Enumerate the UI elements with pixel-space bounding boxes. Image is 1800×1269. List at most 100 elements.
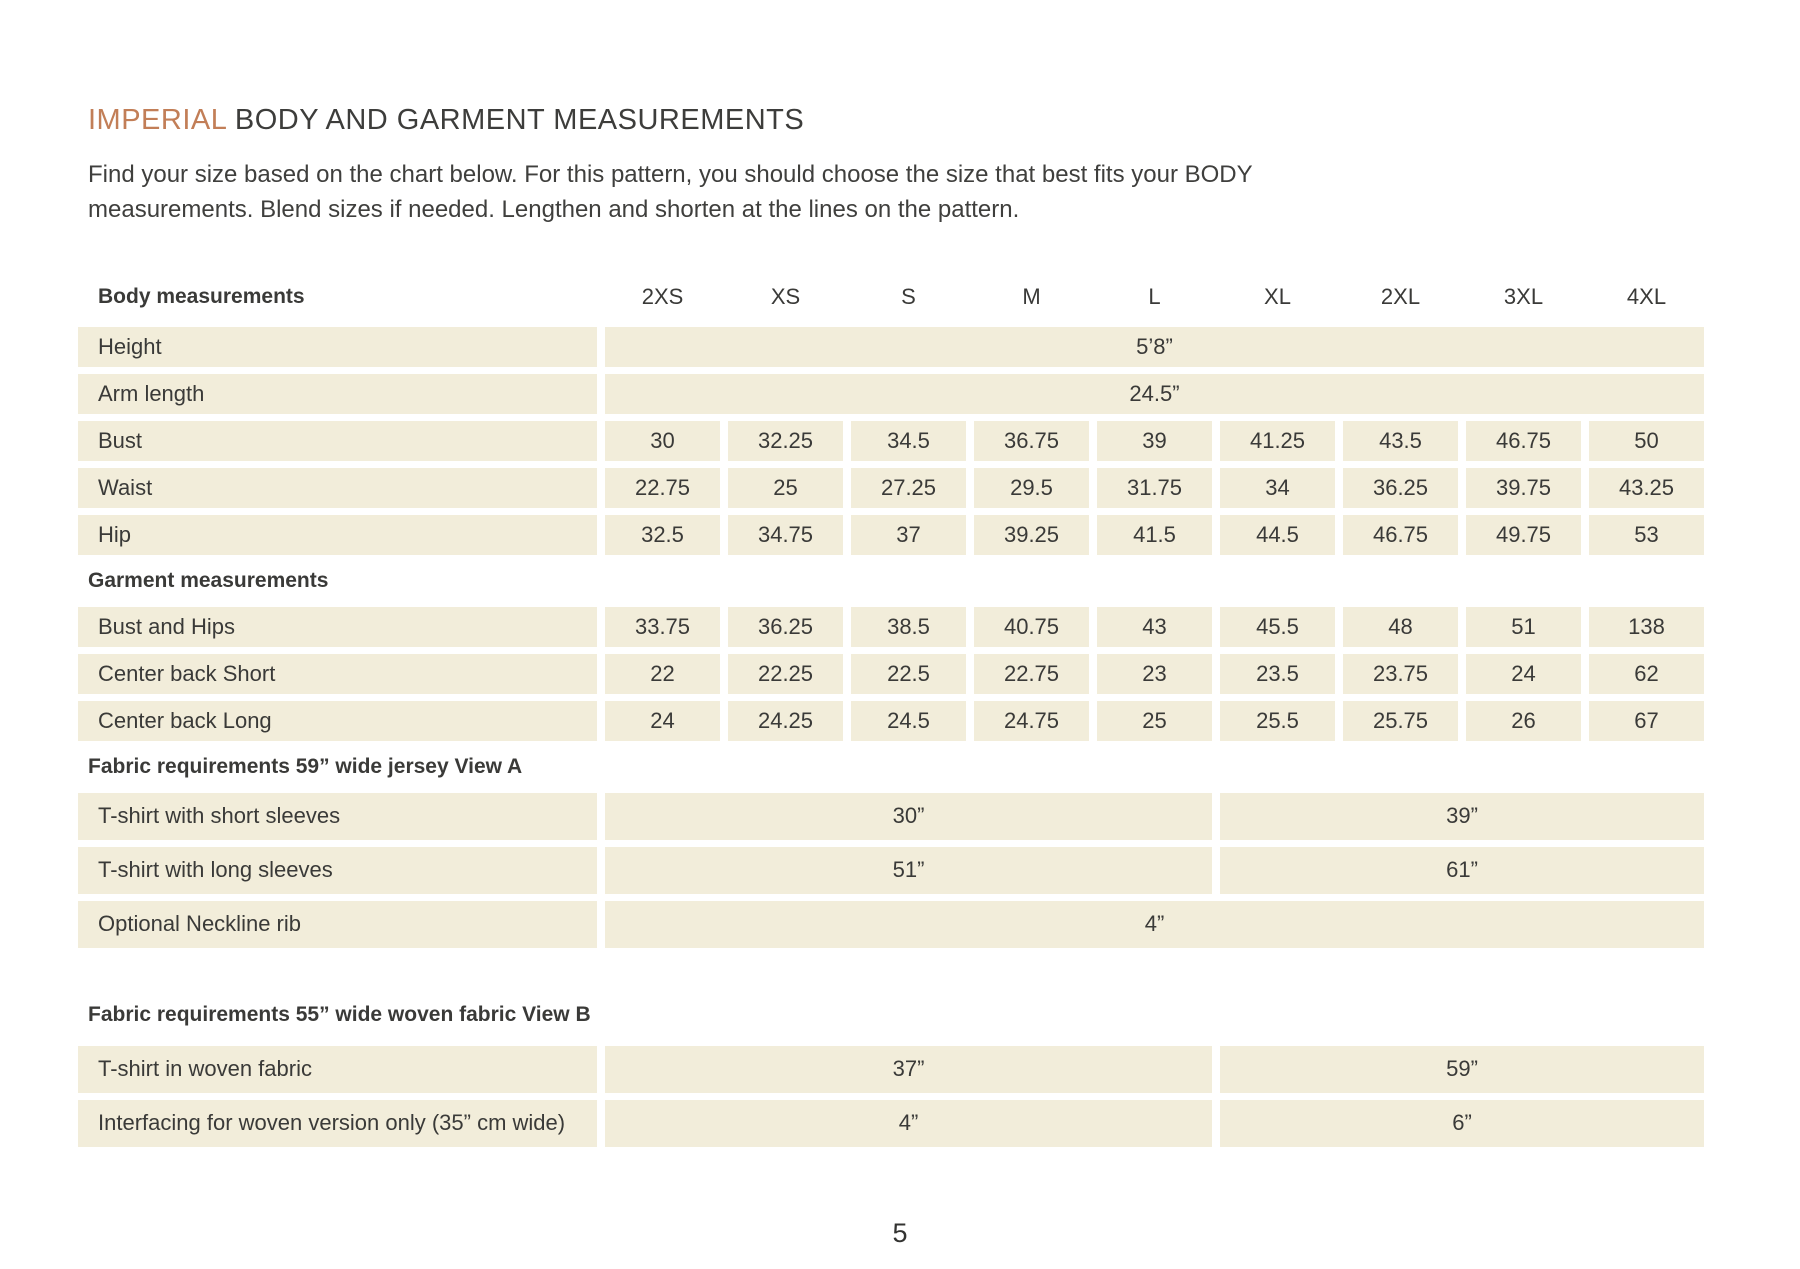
value-cell: 53: [1589, 514, 1704, 555]
table-row: Bust and Hips 33.75 36.25 38.5 40.75 43 45.5 48…: [78, 606, 1706, 647]
row-label: Bust: [78, 420, 597, 461]
value-cell: 24.5: [851, 700, 966, 741]
value-cell: 36.75: [974, 420, 1089, 461]
value-cell-right: 59”: [1220, 1045, 1704, 1093]
value-cell: 34: [1220, 467, 1335, 508]
measurement-table: Body measurements 2XS XS S M L XL 2XL 3XL 4XL He…: [78, 279, 1706, 1147]
value-cell: 24: [605, 700, 720, 741]
value-cell: 22.75: [605, 467, 720, 508]
section-header: Garment measurements: [88, 568, 329, 592]
value-cell-left: 30”: [605, 792, 1212, 840]
value-cell: 32.25: [728, 420, 843, 461]
value-cell: 23: [1097, 653, 1212, 694]
table-row: Optional Neckline rib 4”: [78, 900, 1706, 948]
value-cell: 40.75: [974, 606, 1089, 647]
row-label: Bust and Hips: [78, 606, 597, 647]
page-title: IMPERIAL BODY AND GARMENT MEASUREMENTS: [88, 104, 1706, 137]
value-cell: 27.25: [851, 467, 966, 508]
row-label: T-shirt with short sleeves: [78, 792, 597, 840]
row-label: Interfacing for woven version only (35” …: [78, 1099, 597, 1147]
size-column-header: 4XL: [1626, 283, 1667, 309]
value-cell: 41.5: [1097, 514, 1212, 555]
value-cell: 34.5: [851, 420, 966, 461]
row-label: Center back Short: [78, 653, 597, 694]
value-cell: 22.5: [851, 653, 966, 694]
value-cell: 25.75: [1343, 700, 1458, 741]
table-row: T-shirt with long sleeves 51” 61”: [78, 846, 1706, 894]
value-cell: 36.25: [728, 606, 843, 647]
table-header-label: Body measurements: [98, 284, 305, 308]
value-cell: 23.5: [1220, 653, 1335, 694]
value-cell-right: 61”: [1220, 846, 1704, 894]
size-column-header: M: [1022, 283, 1041, 309]
row-label: T-shirt with long sleeves: [78, 846, 597, 894]
size-column-header: 2XL: [1380, 283, 1421, 309]
page-number: 5: [892, 1218, 908, 1248]
table-row: Height 5’8”: [78, 326, 1706, 367]
value-cell: 24.25: [728, 700, 843, 741]
size-column-header: 2XS: [641, 283, 684, 309]
row-label: Waist: [78, 467, 597, 508]
row-label: Hip: [78, 514, 597, 555]
section-header: Fabric requirements 55” wide woven fabri…: [88, 1002, 591, 1026]
value-cell: 22: [605, 653, 720, 694]
value-cell: 24.75: [974, 700, 1089, 741]
section-header: Fabric requirements 59” wide jersey View…: [88, 754, 523, 778]
value-cell: 25.5: [1220, 700, 1335, 741]
page-title-brand: IMPERIAL: [88, 104, 227, 137]
size-column-header: XS: [770, 283, 801, 309]
page-content: IMPERIAL BODY AND GARMENT MEASUREMENTS F…: [78, 85, 1706, 1154]
table-row: Waist 22.75 25 27.25 29.5 31.75 34 36.25 39.75 43…: [78, 467, 1706, 508]
value-cell: 26: [1466, 700, 1581, 741]
value-cell-span: 24.5”: [605, 373, 1704, 414]
table-row: Hip 32.5 34.75 37 39.25 41.5 44.5 46.75 49.75 53: [78, 514, 1706, 555]
value-cell-span: 5’8”: [605, 326, 1704, 367]
value-cell: 138: [1589, 606, 1704, 647]
value-cell-right: 39”: [1220, 792, 1704, 840]
value-cell: 37: [851, 514, 966, 555]
value-cell: 46.75: [1466, 420, 1581, 461]
row-label: Height: [78, 326, 597, 367]
size-column-header: XL: [1264, 283, 1291, 309]
table-body: Height 5’8” Arm length 24.5” Bust 30 32.25 34.5…: [78, 326, 1706, 1147]
row-label: T-shirt in woven fabric: [78, 1045, 597, 1093]
table-row: Center back Short 22 22.25 22.5 22.75 23 23.5 2…: [78, 653, 1706, 694]
value-cell: 48: [1343, 606, 1458, 647]
value-cell: 30: [605, 420, 720, 461]
value-cell: 34.75: [728, 514, 843, 555]
value-cell: 39.25: [974, 514, 1089, 555]
table-row: Center back Long 24 24.25 24.5 24.75 25 25.5 25…: [78, 700, 1706, 741]
value-cell: 38.5: [851, 606, 966, 647]
value-cell-left: 37”: [605, 1045, 1212, 1093]
row-label: Center back Long: [78, 700, 597, 741]
value-cell-right: 6”: [1220, 1099, 1704, 1147]
row-label: Optional Neckline rib: [78, 900, 597, 948]
value-cell-left: 4”: [605, 1099, 1212, 1147]
value-cell: 43.5: [1343, 420, 1458, 461]
value-cell: 23.75: [1343, 653, 1458, 694]
value-cell: 31.75: [1097, 467, 1212, 508]
value-cell: 25: [728, 467, 843, 508]
table-row: T-shirt with short sleeves 30” 39”: [78, 792, 1706, 840]
value-cell: 39.75: [1466, 467, 1581, 508]
page-title-text: BODY AND GARMENT MEASUREMENTS: [226, 104, 805, 137]
size-column-header: L: [1148, 283, 1161, 309]
value-cell: 33.75: [605, 606, 720, 647]
table-row: Arm length 24.5”: [78, 373, 1706, 414]
table-row: Interfacing for woven version only (35” …: [78, 1099, 1706, 1147]
value-cell: 43: [1097, 606, 1212, 647]
value-cell: 39: [1097, 420, 1212, 461]
value-cell-left: 51”: [605, 846, 1212, 894]
value-cell: 32.5: [605, 514, 720, 555]
size-column-header: 3XL: [1503, 283, 1544, 309]
value-cell: 49.75: [1466, 514, 1581, 555]
value-cell: 22.75: [974, 653, 1089, 694]
value-cell: 62: [1589, 653, 1704, 694]
value-cell: 36.25: [1343, 467, 1458, 508]
value-cell: 46.75: [1343, 514, 1458, 555]
value-cell: 51: [1466, 606, 1581, 647]
value-cell: 25: [1097, 700, 1212, 741]
value-cell: 24: [1466, 653, 1581, 694]
size-column-header: S: [901, 283, 916, 309]
value-cell: 44.5: [1220, 514, 1335, 555]
